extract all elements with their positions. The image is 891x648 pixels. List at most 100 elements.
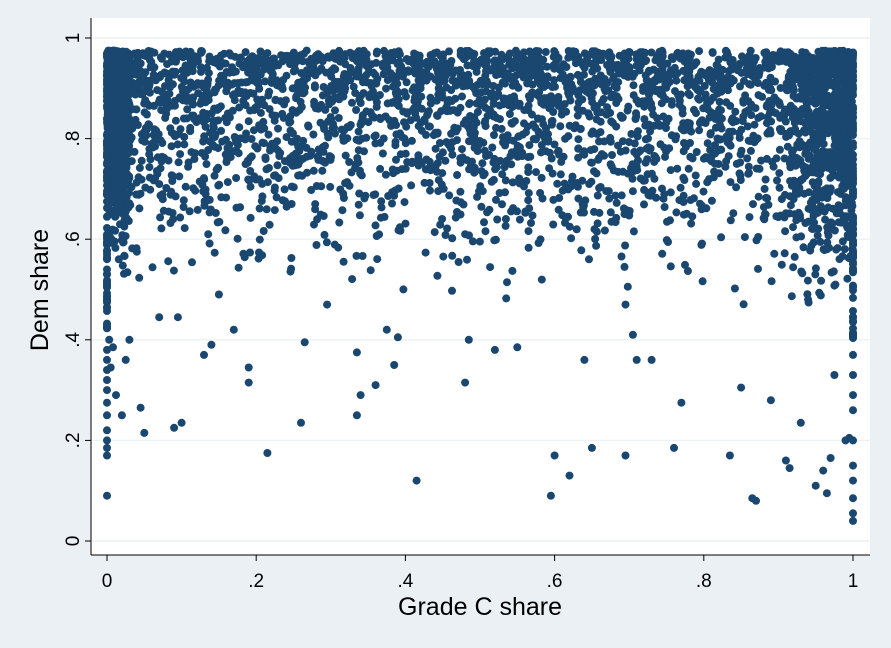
dense-point-1771 bbox=[253, 144, 262, 153]
data-point-0-74 bbox=[849, 509, 857, 518]
dense-point-2487 bbox=[655, 68, 664, 77]
data-point-0-76 bbox=[849, 476, 857, 485]
dense-point-2092 bbox=[593, 191, 602, 200]
dense-point-2260 bbox=[161, 113, 170, 122]
dense-point-2228 bbox=[644, 67, 653, 76]
dense-point-1810 bbox=[256, 108, 265, 117]
dense-point-4071 bbox=[252, 58, 261, 67]
dense-point-2430 bbox=[145, 173, 154, 182]
dense-point-1243 bbox=[652, 193, 661, 202]
dense-point-2504 bbox=[629, 167, 638, 176]
dense-point-1948 bbox=[670, 63, 679, 72]
dense-point-3958 bbox=[241, 78, 250, 87]
dense-point-3909 bbox=[507, 57, 516, 66]
dense-point-3848 bbox=[827, 268, 836, 277]
dense-point-2273 bbox=[698, 239, 706, 248]
dense-point-1342 bbox=[640, 200, 648, 209]
dense-point-4007 bbox=[247, 69, 256, 78]
dense-point-1800 bbox=[592, 115, 601, 124]
dense-point-1537 bbox=[407, 136, 416, 145]
dense-point-3293 bbox=[110, 187, 119, 196]
dense-point-397 bbox=[591, 235, 600, 243]
dense-point-2443 bbox=[513, 152, 522, 161]
dense-point-4029 bbox=[180, 77, 189, 86]
data-point-0-61 bbox=[752, 496, 760, 505]
dense-point-2382 bbox=[640, 115, 649, 124]
dense-point-2360 bbox=[424, 107, 433, 116]
data-point-0-69 bbox=[826, 454, 835, 462]
dense-point-1549 bbox=[679, 210, 688, 219]
dense-point-2001 bbox=[225, 140, 234, 149]
dense-point-2062 bbox=[329, 119, 337, 128]
data-point-0-80 bbox=[849, 391, 857, 400]
dense-point-4336 bbox=[849, 246, 857, 255]
dense-point-353 bbox=[541, 48, 550, 56]
dense-point-2279 bbox=[209, 123, 218, 132]
data-point-0-83 bbox=[849, 330, 857, 339]
dense-point-246 bbox=[560, 179, 569, 188]
dense-point-1098 bbox=[658, 249, 667, 258]
dense-point-2099 bbox=[223, 109, 232, 118]
dense-point-2224 bbox=[656, 85, 665, 94]
dense-point-4241 bbox=[103, 172, 111, 181]
dense-point-337 bbox=[352, 251, 361, 260]
dense-point-3727 bbox=[830, 141, 839, 150]
dense-point-2447 bbox=[649, 110, 658, 119]
dense-point-2426 bbox=[456, 187, 465, 196]
dense-point-1707 bbox=[768, 158, 777, 166]
data-point-0-57 bbox=[677, 398, 686, 407]
data-point-0-39 bbox=[382, 325, 391, 334]
dense-point-1473 bbox=[246, 89, 255, 97]
dense-point-3295 bbox=[119, 160, 128, 168]
dense-point-2048 bbox=[708, 48, 717, 57]
dense-point-4144 bbox=[390, 77, 399, 86]
dense-point-1691 bbox=[230, 96, 239, 105]
dense-point-4239 bbox=[103, 289, 111, 298]
dense-point-2597 bbox=[233, 89, 242, 98]
dense-point-4139 bbox=[749, 56, 758, 65]
dense-point-1829 bbox=[293, 134, 302, 143]
dense-point-689 bbox=[548, 169, 557, 178]
dense-point-75 bbox=[371, 221, 380, 230]
dense-point-3742 bbox=[820, 246, 829, 255]
dense-point-2145 bbox=[253, 95, 262, 104]
dense-point-2214 bbox=[754, 91, 763, 100]
dense-point-1258 bbox=[488, 143, 497, 152]
dense-point-3978 bbox=[482, 67, 490, 76]
dense-point-2566 bbox=[448, 251, 457, 260]
dense-point-2474 bbox=[567, 182, 575, 191]
dense-point-480 bbox=[334, 114, 343, 122]
dense-point-2526 bbox=[365, 90, 374, 99]
dense-point-2182 bbox=[681, 260, 689, 269]
dense-point-4117 bbox=[188, 67, 197, 76]
dense-point-2089 bbox=[715, 97, 724, 106]
dense-point-1492 bbox=[353, 154, 362, 162]
dense-point-51 bbox=[320, 230, 329, 239]
dense-point-1994 bbox=[511, 78, 519, 87]
dense-point-2437 bbox=[156, 213, 165, 222]
dense-point-3777 bbox=[826, 173, 835, 182]
dense-point-1100 bbox=[749, 200, 757, 209]
dense-point-1726 bbox=[593, 129, 601, 138]
dense-point-2468 bbox=[609, 90, 618, 99]
dense-point-2515 bbox=[524, 101, 533, 110]
dense-point-2314 bbox=[325, 152, 334, 161]
dense-point-2230 bbox=[175, 94, 184, 103]
dense-point-4141 bbox=[312, 51, 320, 60]
dense-point-2288 bbox=[268, 139, 276, 148]
dense-point-1859 bbox=[755, 164, 764, 173]
dense-point-3730 bbox=[840, 245, 849, 254]
dense-point-4024 bbox=[580, 63, 589, 72]
dense-point-3791 bbox=[806, 126, 815, 135]
dense-point-4228 bbox=[103, 102, 111, 111]
dense-point-770 bbox=[500, 163, 509, 172]
dense-point-2384 bbox=[479, 138, 488, 147]
dense-point-4243 bbox=[103, 93, 111, 102]
dense-point-2264 bbox=[604, 187, 613, 196]
dense-point-2361 bbox=[355, 211, 364, 220]
dense-point-2200 bbox=[414, 151, 423, 160]
dense-point-278 bbox=[468, 237, 477, 246]
data-point-0-53 bbox=[628, 330, 637, 339]
dense-point-50 bbox=[537, 275, 546, 284]
dense-point-799 bbox=[135, 204, 144, 213]
